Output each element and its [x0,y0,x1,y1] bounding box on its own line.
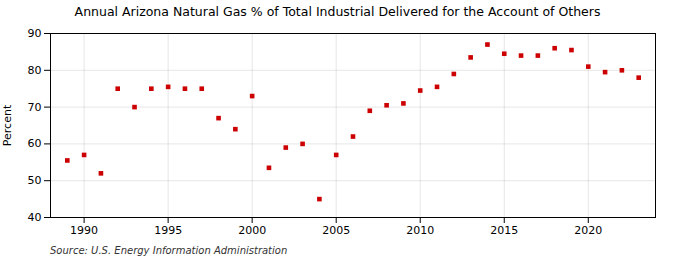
html-text:Annual Arizona Natural Gas % o: Annual Arizona Natural Gas % of Total In… [74,4,601,19]
svg-text:2000: 2000 [238,224,266,237]
svg-text:Percent: Percent [1,104,14,146]
html-text:Source: U.S. Energy Informatio: Source: U.S. Energy Information Administ… [50,245,288,256]
svg-text:2020: 2020 [574,224,602,237]
svg-text:1990: 1990 [70,224,98,237]
svg-text:2015: 2015 [490,224,518,237]
svg-text:50: 50 [28,174,42,187]
svg-text:60: 60 [28,137,42,150]
svg-text:70: 70 [28,101,42,114]
svg-text:2010: 2010 [406,224,434,237]
svg-text:1995: 1995 [154,224,182,237]
svg-text:90: 90 [28,27,42,40]
svg-text:2005: 2005 [322,224,350,237]
svg-text:80: 80 [28,64,42,77]
svg-text:40: 40 [28,211,42,224]
